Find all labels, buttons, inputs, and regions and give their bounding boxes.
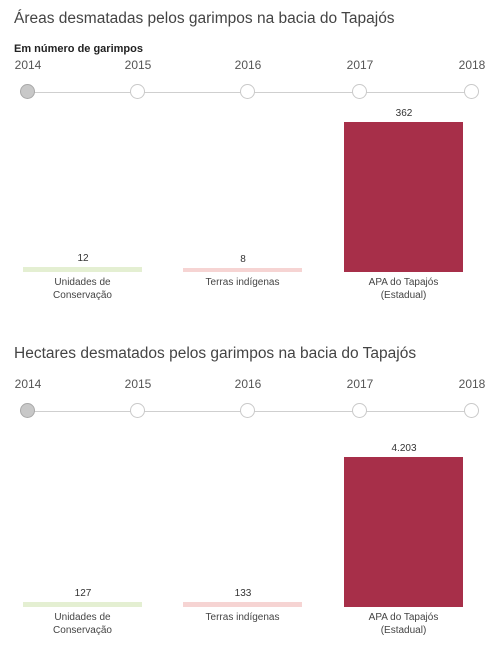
bar-value-label: 362 [395, 108, 413, 119]
category-label-line: Terras indígenas [205, 277, 280, 288]
bar-2 [344, 457, 463, 607]
timeline-dot[interactable] [240, 84, 255, 99]
timeline-year-2015[interactable]: 2015 [108, 377, 168, 423]
timeline-year-label: 2015 [124, 377, 152, 391]
timeline-dot[interactable] [130, 403, 145, 418]
timeline-dot[interactable] [464, 403, 479, 418]
timeline-year-label: 2017 [346, 58, 374, 72]
year-timeline: 2014 2015 2016 2017 2018 [0, 58, 496, 106]
timeline-dot[interactable] [20, 84, 35, 99]
category-label: Terras indígenas [178, 276, 308, 289]
chart-title: Hectares desmatados pelos garimpos na ba… [14, 345, 417, 362]
bar-value-label: 8 [240, 254, 246, 265]
timeline-year-2014[interactable]: 2014 [0, 377, 58, 423]
timeline-year-label: 2018 [458, 377, 486, 391]
timeline-year-2018[interactable]: 2018 [442, 58, 496, 104]
chart-title: Áreas desmatadas pelos garimpos na bacia… [14, 10, 395, 27]
timeline-year-2015[interactable]: 2015 [108, 58, 168, 104]
timeline-year-2017[interactable]: 2017 [330, 377, 390, 423]
bar-1 [183, 602, 302, 607]
timeline-dot[interactable] [240, 403, 255, 418]
timeline-year-label: 2016 [234, 377, 262, 391]
timeline-year-2014[interactable]: 2014 [0, 58, 58, 104]
timeline-dot[interactable] [352, 84, 367, 99]
category-label-line: APA do Tapajós [368, 277, 439, 288]
bar-area: 12 Unidades de Conservação 8 Terras indígena… [0, 10, 496, 330]
bar-1 [183, 268, 302, 272]
timeline-dot[interactable] [464, 84, 479, 99]
timeline-year-label: 2017 [346, 377, 374, 391]
category-label: Unidades de Conservação [18, 276, 148, 302]
timeline-year-label: 2015 [124, 58, 152, 72]
timeline-year-2016[interactable]: 2016 [218, 377, 278, 423]
timeline-dot[interactable] [20, 403, 35, 418]
category-label-line: Terras indígenas [205, 612, 280, 623]
category-label-line: Unidades de [54, 277, 111, 288]
timeline-year-label: 2014 [14, 58, 42, 72]
bar-0 [23, 602, 142, 607]
year-timeline: 2014 2015 2016 2017 2018 [0, 377, 496, 425]
bar-2 [344, 122, 463, 272]
category-label: Terras indígenas [178, 611, 308, 624]
timeline-year-2017[interactable]: 2017 [330, 58, 390, 104]
bar-value-label: 4.203 [391, 443, 417, 454]
category-label: APA do Tapajós (Estadual) [339, 611, 469, 637]
timeline-year-label: 2014 [14, 377, 42, 391]
bar-value-label: 133 [234, 588, 252, 599]
category-label-line: Conservação [53, 290, 112, 301]
timeline-year-label: 2018 [458, 58, 486, 72]
category-label: Unidades de Conservação [18, 611, 148, 637]
timeline-year-2016[interactable]: 2016 [218, 58, 278, 104]
chart-subtitle: Em número de garimpos [14, 43, 143, 55]
category-label-line: Unidades de [54, 612, 111, 623]
category-label-line: (Estadual) [380, 290, 427, 301]
bar-0 [23, 267, 142, 272]
timeline-year-label: 2016 [234, 58, 262, 72]
bar-area: 127 Unidades de Conservação 133 Terras indíg… [0, 345, 496, 665]
timeline-dot[interactable] [130, 84, 145, 99]
bar-value-label: 12 [77, 253, 89, 264]
timeline-year-2018[interactable]: 2018 [442, 377, 496, 423]
category-label: APA do Tapajós (Estadual) [339, 276, 469, 302]
timeline-dot[interactable] [352, 403, 367, 418]
category-label-line: (Estadual) [380, 625, 427, 636]
category-label-line: Conservação [53, 625, 112, 636]
category-label-line: APA do Tapajós [368, 612, 439, 623]
bar-value-label: 127 [74, 588, 92, 599]
